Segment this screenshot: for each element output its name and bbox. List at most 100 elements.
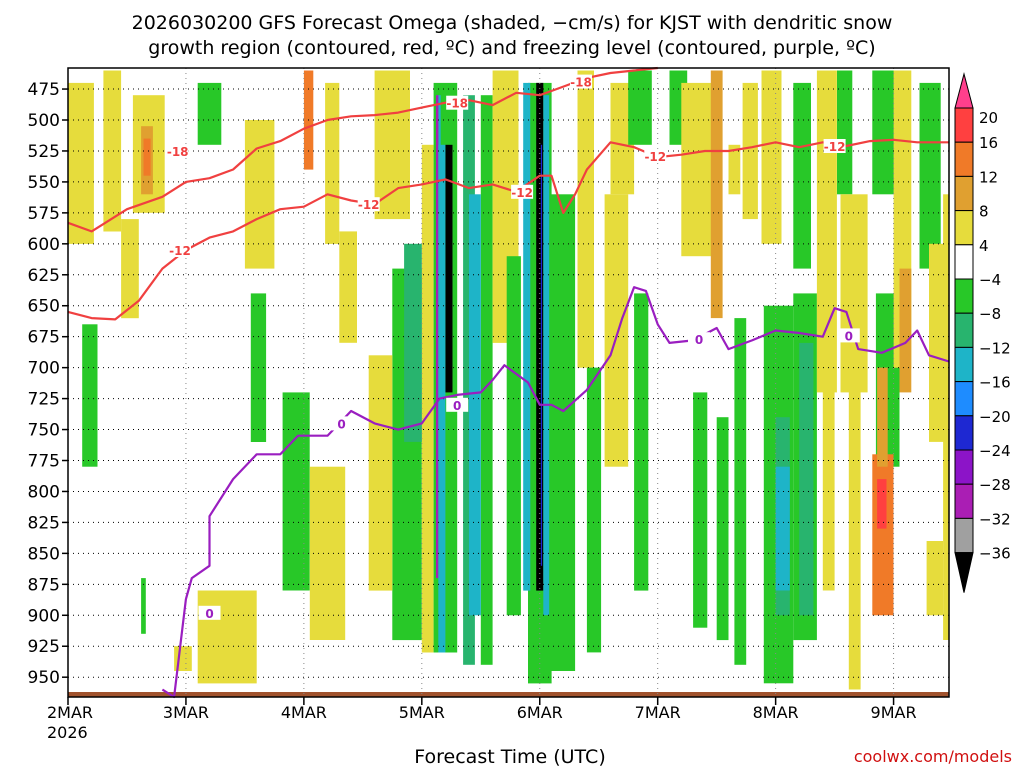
omega-cell xyxy=(734,318,747,665)
pressure-tick-label: 750 xyxy=(28,421,60,441)
pressure-tick-label: 825 xyxy=(28,513,60,533)
pressure-tick-label: 500 xyxy=(28,111,60,131)
omega-cell xyxy=(943,194,949,641)
time-tick-label: 2MAR xyxy=(47,703,93,722)
omega-cell xyxy=(634,293,649,591)
time-tick-label: 6MAR xyxy=(517,703,563,722)
colorbar-segment xyxy=(954,175,974,212)
omega-cell xyxy=(775,466,790,591)
contour-label-bg xyxy=(169,243,191,257)
omega-cell xyxy=(793,82,811,269)
omega-cell xyxy=(848,367,861,690)
omega-cell xyxy=(404,243,422,442)
pressure-tick-label: 675 xyxy=(28,328,60,348)
colorbar-segment xyxy=(954,312,974,348)
colorbar-segment xyxy=(954,415,974,451)
temperature-contours: -18 -18 -18 -12 -12 -12 -12 -12 0 0 0 0 0 xyxy=(67,66,950,699)
contour-label: 0 xyxy=(205,607,213,621)
omega-cell xyxy=(837,70,853,195)
contour-label-bg xyxy=(446,397,469,412)
contour-label: 0 xyxy=(845,329,853,343)
pressure-tick-label: 625 xyxy=(28,266,60,286)
colorbar-segment xyxy=(954,210,974,246)
colorbar-label: 4 xyxy=(979,237,989,255)
omega-cell xyxy=(742,82,758,220)
colorbar-label: −24 xyxy=(979,442,1011,460)
colorbar-segment xyxy=(954,346,974,383)
terrain-ground xyxy=(68,692,949,697)
colorbar-label: −20 xyxy=(979,408,1011,426)
contour-label-bg xyxy=(330,416,353,431)
omega-cell xyxy=(121,219,139,319)
colorbar-bottom-arrow xyxy=(954,552,974,593)
omega-cell xyxy=(143,138,151,176)
colorbar-label: −4 xyxy=(979,271,1001,289)
plot-frame xyxy=(67,67,950,698)
freezing-level-contour xyxy=(161,286,950,699)
contour-label: -12 xyxy=(824,140,846,154)
colorbar-segment xyxy=(954,483,974,519)
time-tick-label: 4MAR xyxy=(281,703,327,722)
colorbar-segment xyxy=(954,107,974,143)
pressure-tick-label: 900 xyxy=(28,606,60,626)
omega-cell xyxy=(436,95,439,579)
contour-label-bg xyxy=(688,332,710,347)
contour-label-bg xyxy=(511,184,534,199)
omega-cell xyxy=(872,454,894,616)
contour-label-bg xyxy=(644,148,667,163)
colorbar-label: 16 xyxy=(979,134,998,152)
omega-cell xyxy=(877,479,887,529)
pressure-tick-label: 600 xyxy=(28,235,60,255)
colorbar-label: 8 xyxy=(979,203,989,221)
contour-label: -18 xyxy=(446,97,468,111)
omega-cell xyxy=(628,70,652,145)
time-tick-label: 3MAR xyxy=(163,703,209,722)
omega-cell xyxy=(872,70,896,195)
dgz-contour xyxy=(67,66,658,233)
pressure-tick-label: 475 xyxy=(28,80,60,100)
contour-label-bg xyxy=(823,139,846,153)
omega-shading xyxy=(68,70,949,690)
omega-cell xyxy=(197,82,222,145)
omega-colorbar: 20 16 12 8 4 −4 −8 −12 −16 −20 −24 −28 −32 −36 xyxy=(954,72,1011,593)
omega-cell xyxy=(693,392,708,628)
omega-cell xyxy=(282,392,310,591)
omega-cell xyxy=(926,541,944,616)
omega-cell xyxy=(710,70,723,319)
omega-cell xyxy=(877,367,888,467)
chart-title-line1: 2026030200 GFS Forecast Omega (shaded, −… xyxy=(132,12,893,34)
contour-label: -12 xyxy=(644,150,666,164)
omega-cell xyxy=(523,82,531,591)
omega-cell xyxy=(919,82,941,269)
colorbar-top-arrow xyxy=(954,72,974,109)
omega-cell xyxy=(540,144,543,566)
omega-cell xyxy=(368,355,393,591)
omega-cell xyxy=(543,95,550,616)
site-credit[interactable]: coolwx.com/models xyxy=(854,747,1012,766)
colorbar-label: −16 xyxy=(979,374,1011,392)
contour-label: -12 xyxy=(169,244,191,258)
x-axis-label: Forecast Time (UTC) xyxy=(414,746,605,768)
colorbar-segment xyxy=(954,517,974,554)
omega-cell xyxy=(445,144,453,393)
contour-label: -18 xyxy=(570,76,592,90)
contour-label-bg xyxy=(837,328,860,343)
pressure-tick-label: 925 xyxy=(28,637,60,657)
contour-label: 0 xyxy=(337,417,345,431)
chart-title-line2: growth region (contoured, red, ºC) and f… xyxy=(148,37,875,59)
colorbar-label: 12 xyxy=(979,168,998,186)
time-tick-label: 8MAR xyxy=(753,703,799,722)
pressure-axis: 475 500 525 550 575 600 625 650 675 700 725 750 775 8… xyxy=(28,80,68,688)
pressure-tick-label: 875 xyxy=(28,575,60,595)
colorbar-segment xyxy=(954,278,974,314)
pressure-tick-label: 725 xyxy=(28,390,60,410)
omega-cell xyxy=(244,120,275,269)
omega-cell xyxy=(325,82,340,244)
time-tick-year: 2026 xyxy=(47,723,88,742)
dgz-contour xyxy=(67,138,949,321)
omega-cell xyxy=(421,144,434,653)
omega-cell xyxy=(816,70,837,393)
omega-cell xyxy=(899,268,912,393)
contour-label-bg xyxy=(166,144,189,158)
